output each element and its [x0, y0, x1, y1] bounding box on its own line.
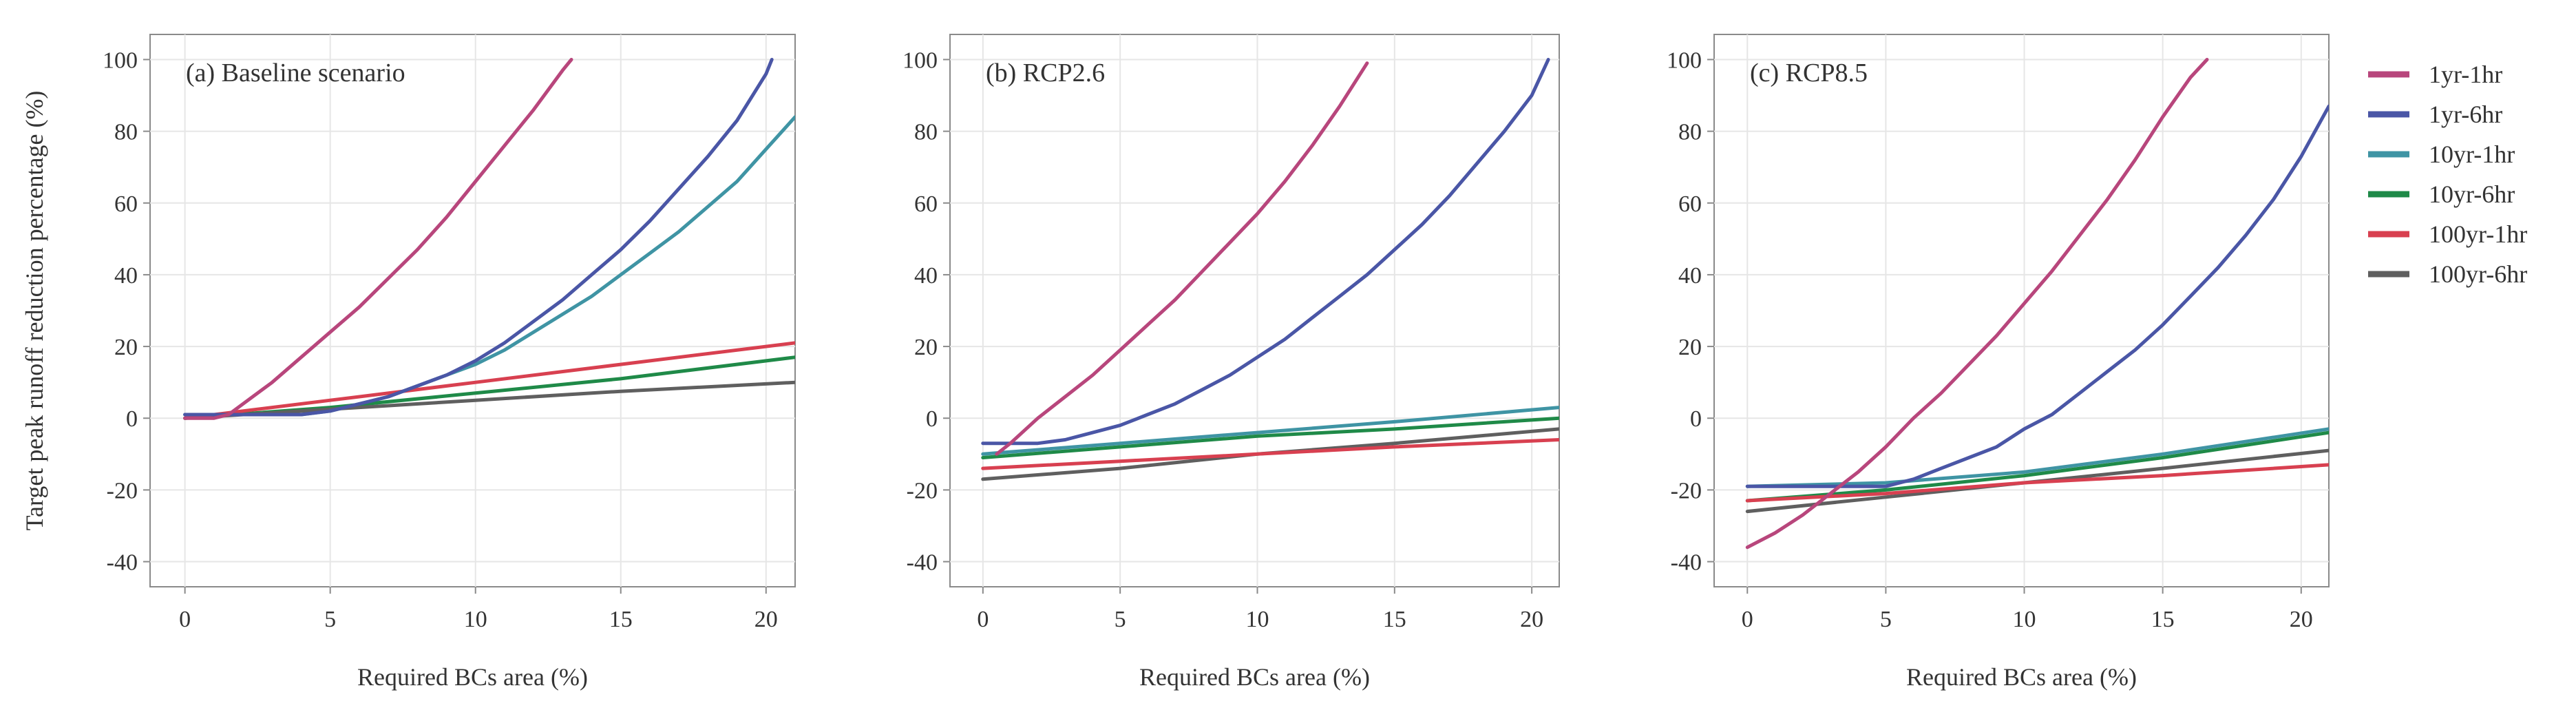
panel-2: 0 5 10 15 20 -40 -20 0 20 40 60 80 100 (b) RCP2.6 Requ…: [902, 34, 1560, 691]
x-tick-label: 5: [1115, 607, 1126, 632]
series-line-100yr-1hr: [981, 438, 1559, 470]
y-tick-label: 40: [1678, 263, 1702, 289]
y-tick-label: 0: [926, 406, 938, 432]
plot-frame: [949, 34, 1560, 587]
x-tick-label: 0: [977, 607, 989, 632]
x-tick-label: 15: [609, 607, 633, 632]
y-axis-title: Target peak runoff reduction percentage …: [21, 91, 48, 531]
x-tick-label: 0: [1742, 607, 1753, 632]
y-tick-label: -20: [1671, 478, 1702, 503]
x-tick-label: 20: [754, 607, 778, 632]
y-tick-label: 20: [1678, 335, 1702, 360]
legend: 1yr-1hr 1yr-6hr 10yr-1hr 10yr-6hr 100yr-1hr 1…: [2368, 61, 2527, 288]
series-line-10yr-1hr: [1745, 427, 2329, 488]
legend-label-1yr-6hr: 1yr-6hr: [2429, 101, 2502, 128]
y-tick-label: -20: [907, 478, 938, 503]
y-tick-label: 0: [126, 406, 138, 432]
series-line-10yr-6hr: [1745, 430, 2329, 503]
panel-label: (a) Baseline scenario: [186, 59, 405, 87]
x-tick-label: 10: [2013, 607, 2036, 632]
panel-1: 0 5 10 15 20 -40 -20 0 20 40 60 80 100 (a) Baseline s…: [21, 34, 796, 691]
legend-label-1yr-1hr: 1yr-1hr: [2429, 61, 2502, 88]
y-tick-label: -40: [1671, 550, 1702, 576]
x-tick-label: 20: [1520, 607, 1543, 632]
y-tick-label: 60: [114, 191, 138, 217]
panel-3: 0 5 10 15 20 -40 -20 0 20 40 60 80 100 (c) RCP8.5 Requ…: [1667, 34, 2330, 691]
x-tick-label: 10: [1245, 607, 1269, 632]
y-tick-label: 60: [1678, 191, 1702, 217]
y-tick-label: 100: [902, 48, 938, 73]
series-lines: [1745, 58, 2329, 550]
series-line-1yr-6hr: [183, 58, 774, 417]
series-line-1yr-6hr: [1745, 104, 2329, 488]
y-tick-label: 0: [1690, 406, 1702, 432]
series-line-10yr-1hr: [981, 406, 1559, 456]
y-tick-label: 80: [1678, 120, 1702, 145]
series-line-1yr-1hr: [1745, 58, 2209, 550]
series-line-100yr-6hr: [183, 380, 795, 420]
y-tick-label: -40: [107, 550, 138, 576]
legend-label-100yr-6hr: 100yr-6hr: [2429, 260, 2527, 288]
panel-label: (c) RCP8.5: [1750, 59, 1868, 87]
y-tick-label: -20: [107, 478, 138, 503]
plot-frame: [149, 34, 796, 587]
y-tick-label: 40: [114, 263, 138, 289]
y-tick-label: 100: [1667, 48, 1702, 73]
y-tick-label: 20: [114, 335, 138, 360]
x-tick-label: 20: [2290, 607, 2313, 632]
y-tick-label: 100: [103, 48, 138, 73]
series-line-100yr-1hr: [1745, 463, 2329, 503]
y-tick-label: -40: [907, 550, 938, 576]
legend-label-10yr-6hr: 10yr-6hr: [2429, 180, 2515, 208]
x-tick-label: 10: [464, 607, 487, 632]
legend-label-10yr-1hr: 10yr-1hr: [2429, 140, 2515, 168]
x-tick-label: 15: [2151, 607, 2175, 632]
series-line-1yr-6hr: [981, 58, 1550, 446]
series-line-1yr-1hr: [183, 58, 573, 420]
legend-label-100yr-1hr: 100yr-1hr: [2429, 220, 2527, 248]
series-line-1yr-1hr: [995, 61, 1369, 456]
series-lines: [183, 58, 795, 420]
x-tick-label: 15: [1383, 607, 1406, 632]
series-line-10yr-6hr: [981, 416, 1559, 459]
x-tick-label: 5: [1880, 607, 1892, 632]
y-tick-label: 60: [914, 191, 938, 217]
y-tick-label: 80: [914, 120, 938, 145]
y-tick-label: 40: [914, 263, 938, 289]
y-tick-label: 20: [914, 335, 938, 360]
y-tick-label: 80: [114, 120, 138, 145]
x-axis-title: Required BCs area (%): [1139, 663, 1370, 691]
panel-label: (b) RCP2.6: [986, 59, 1105, 87]
series-lines: [981, 58, 1559, 481]
x-tick-label: 5: [324, 607, 336, 632]
x-tick-label: 0: [179, 607, 191, 632]
series-line-100yr-1hr: [183, 341, 795, 420]
x-axis-title: Required BCs area (%): [357, 663, 588, 691]
x-axis-title: Required BCs area (%): [1906, 663, 2137, 691]
